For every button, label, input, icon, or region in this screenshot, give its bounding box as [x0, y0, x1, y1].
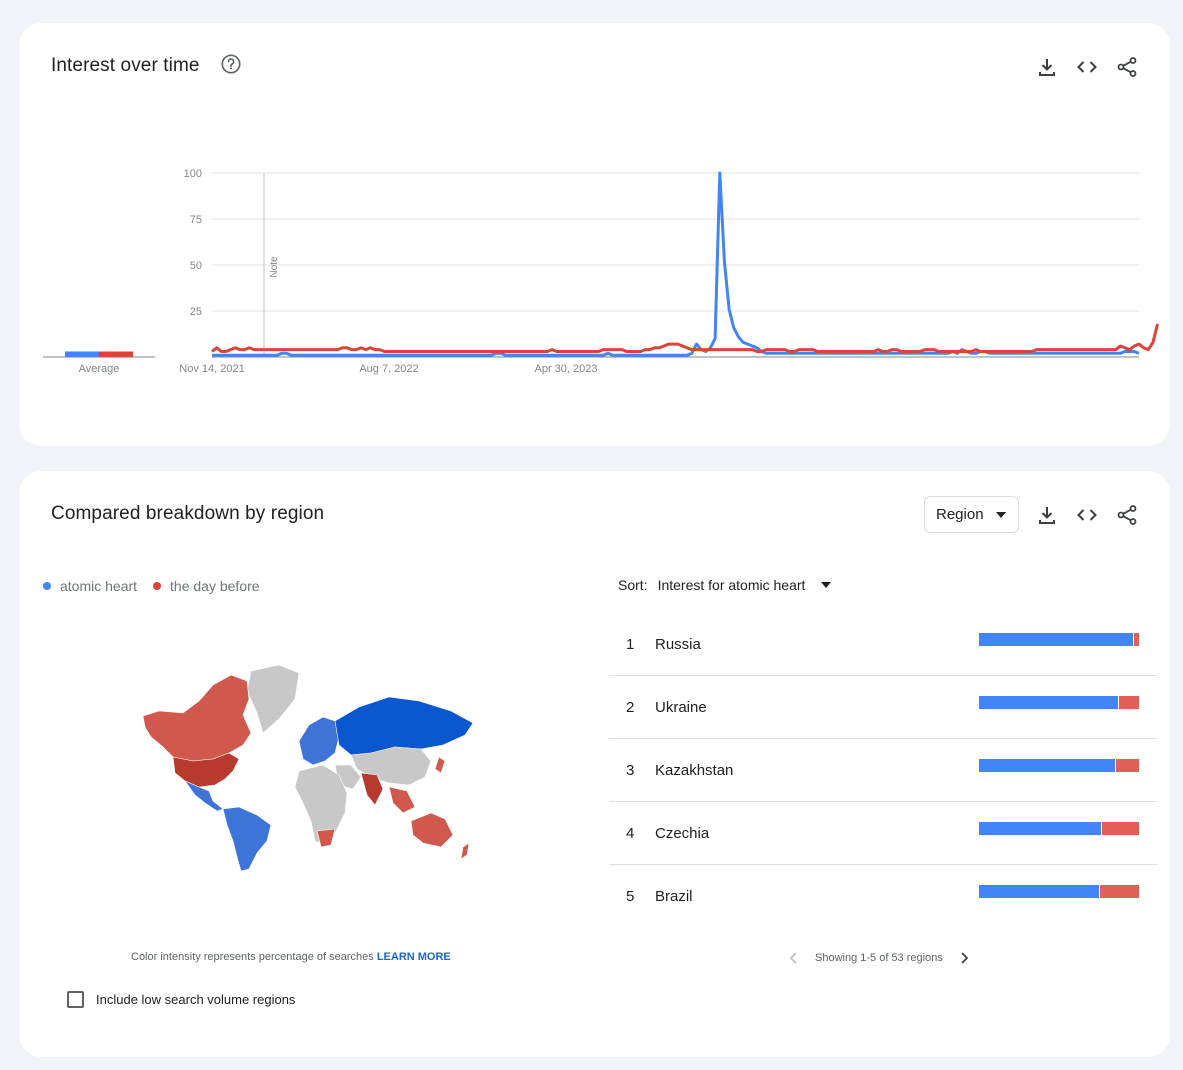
region-share-bar [979, 633, 1139, 646]
interest-over-time-card: Interest over time Average 25 50 75 100 Not… [19, 23, 1170, 446]
note-marker-label[interactable]: Note [269, 256, 280, 278]
map-japan[interactable] [434, 756, 446, 774]
legend-dot [43, 582, 51, 590]
interest-over-time-title: Interest over time [51, 55, 200, 76]
region-breakdown-title: Compared breakdown by region [51, 503, 325, 524]
map-south-africa[interactable] [316, 828, 336, 848]
pagination: Showing 1-5 of 53 regions [785, 949, 973, 967]
region-select[interactable]: Region [924, 496, 1019, 533]
low-volume-checkbox-row[interactable]: Include low search volume regions [67, 991, 295, 1008]
average-bar-atomic-heart [65, 351, 99, 357]
region-row[interactable]: 5 Brazil [609, 865, 1157, 928]
region-name: Kazakhstan [655, 762, 734, 779]
sort-label: Sort: [618, 577, 648, 593]
region-row[interactable]: 2 Ukraine [609, 676, 1157, 739]
region-row[interactable]: 1 Russia [609, 613, 1157, 676]
map-australia[interactable] [410, 812, 454, 848]
region-row[interactable]: 4 Czechia [609, 802, 1157, 865]
interest-over-time-chart: Average 25 50 75 100 Note Nov 14, 2021 Aug 7… [43, 168, 1160, 375]
embed-icon[interactable] [1075, 55, 1099, 79]
learn-more-link[interactable]: LEARN MORE [376, 951, 451, 963]
legend-label: atomic heart [60, 578, 138, 594]
map-south-america[interactable] [222, 806, 272, 872]
map-usa[interactable] [172, 752, 240, 788]
y-tick-label: 25 [190, 306, 202, 318]
average-label: Average [79, 363, 120, 375]
region-select-label: Region [936, 506, 984, 523]
series-line-atomic-heart[interactable] [212, 171, 1140, 357]
low-volume-checkbox-label: Include low search volume regions [96, 992, 296, 1007]
region-list: 1 Russia 2 Ukraine 3 Kazakhstan 4 Czechi… [609, 613, 1157, 928]
sort-control[interactable]: Sort: Interest for atomic heart [618, 577, 832, 593]
map-greenland[interactable] [246, 664, 300, 734]
series-line-the-day-before[interactable] [211, 323, 1160, 353]
embed-icon[interactable] [1075, 503, 1099, 527]
region-row[interactable]: 3 Kazakhstan [609, 739, 1157, 802]
region-share-bar [979, 696, 1139, 709]
x-tick-label: Nov 14, 2021 [179, 363, 244, 375]
map-legend: atomic heart the day before [43, 578, 276, 594]
sort-value[interactable]: Interest for atomic heart [657, 577, 806, 593]
map-europe[interactable] [298, 716, 340, 766]
region-rank: 5 [626, 888, 635, 905]
low-volume-checkbox[interactable] [67, 991, 84, 1008]
help-icon[interactable] [220, 53, 242, 75]
region-name: Ukraine [655, 699, 707, 716]
region-breakdown-card: Compared breakdown by region Region atom… [19, 471, 1170, 1057]
share-icon[interactable] [1115, 503, 1139, 527]
download-icon[interactable] [1035, 55, 1059, 79]
chevron-left-icon[interactable] [785, 949, 803, 967]
average-bar-the-day-before [99, 351, 133, 357]
region-rank: 4 [626, 825, 635, 842]
legend-item-the-day-before: the day before [153, 578, 260, 594]
map-southeast-asia[interactable] [388, 786, 416, 814]
map-note-text: Color intensity represents percentage of… [131, 951, 374, 963]
caret-down-icon [996, 512, 1006, 518]
region-share-bar [979, 885, 1139, 898]
region-name: Brazil [655, 888, 693, 905]
world-map[interactable] [139, 661, 479, 872]
chevron-right-icon[interactable] [955, 949, 973, 967]
x-tick-label: Apr 30, 2023 [535, 363, 598, 375]
x-tick-label: Aug 7, 2022 [359, 363, 418, 375]
region-name: Russia [655, 636, 701, 653]
region-share-bar [979, 822, 1139, 835]
legend-dot [153, 582, 162, 590]
legend-label: the day before [170, 578, 260, 594]
region-name: Czechia [655, 825, 710, 842]
region-share-bar [979, 759, 1139, 772]
map-new-zealand[interactable] [460, 842, 470, 860]
y-tick-label: 75 [190, 214, 202, 226]
caret-down-icon[interactable] [821, 582, 832, 588]
map-canada[interactable] [142, 674, 252, 762]
map-india[interactable] [360, 772, 384, 806]
map-russia[interactable] [334, 696, 474, 756]
region-rank: 3 [626, 762, 635, 779]
y-tick-label: 50 [190, 260, 202, 272]
region-rank: 2 [626, 699, 635, 716]
y-tick-label: 100 [184, 168, 202, 180]
legend-item-atomic-heart: atomic heart [43, 578, 137, 594]
share-icon[interactable] [1115, 55, 1139, 79]
region-rank: 1 [626, 636, 635, 653]
pagination-text: Showing 1-5 of 53 regions [815, 952, 943, 964]
download-icon[interactable] [1035, 503, 1059, 527]
map-note: Color intensity represents percentage of… [131, 951, 451, 963]
